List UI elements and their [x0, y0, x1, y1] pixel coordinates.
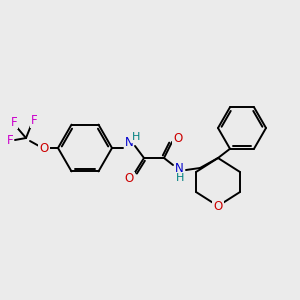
Text: H: H — [132, 132, 140, 142]
Text: F: F — [31, 115, 37, 128]
Text: O: O — [213, 200, 223, 212]
Text: O: O — [124, 172, 134, 185]
Text: N: N — [124, 136, 134, 149]
Text: N: N — [175, 163, 183, 176]
Text: F: F — [7, 134, 13, 146]
Text: F: F — [11, 116, 17, 128]
Text: O: O — [173, 131, 183, 145]
Text: H: H — [176, 173, 184, 183]
Text: O: O — [39, 142, 49, 154]
